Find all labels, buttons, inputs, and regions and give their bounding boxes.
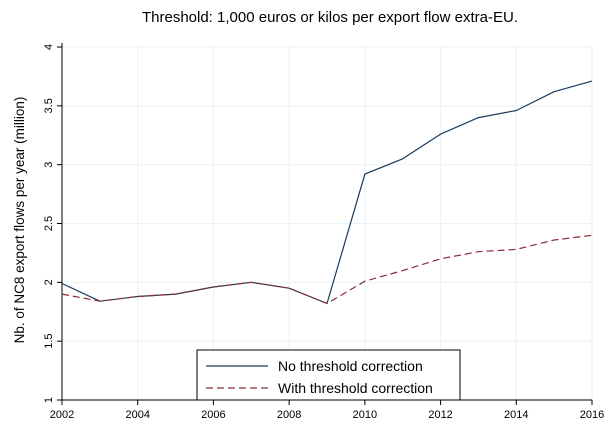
- x-tick-label: 2004: [125, 409, 149, 421]
- series-line-1: [61, 234, 593, 305]
- legend-label-no-threshold: No threshold correction: [278, 358, 423, 374]
- y-tick-label: 3.5: [43, 98, 55, 113]
- x-tick-label: 2012: [428, 409, 452, 421]
- y-axis-label: Nb. of NC8 export flows per year (millio…: [12, 97, 27, 344]
- y-tick-label: 2: [43, 279, 55, 285]
- y-tick-label: 1: [43, 397, 55, 403]
- y-tick-label: 2.5: [43, 216, 55, 231]
- y-tick-label: 1.5: [43, 334, 55, 349]
- x-tick-label: 2016: [580, 409, 604, 421]
- x-tick-label: 2014: [504, 409, 528, 421]
- series-lines: [61, 80, 593, 305]
- chart-title: Threshold: 1,000 euros or kilos per expo…: [142, 9, 518, 26]
- x-tick-label: 2002: [50, 409, 74, 421]
- x-tick-label: 2006: [201, 409, 225, 421]
- legend-label-with-threshold: With threshold correction: [278, 380, 433, 396]
- x-tick-label: 2008: [277, 409, 301, 421]
- x-tick-label: 2010: [353, 409, 377, 421]
- legend: No threshold correction With threshold c…: [196, 349, 461, 401]
- legend-box: [196, 349, 461, 401]
- y-tick-label: 4: [43, 44, 55, 50]
- y-tick-label: 3: [43, 162, 55, 168]
- axes: 1 1.5 2 2.5 3 3.5 4 2002 2004 2006 2008 2010 2012 201…: [43, 43, 604, 421]
